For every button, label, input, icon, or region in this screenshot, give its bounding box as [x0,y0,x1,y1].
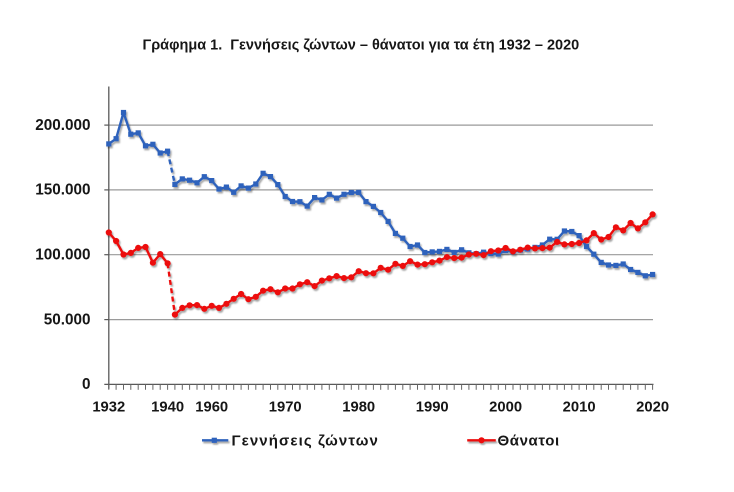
svg-text:1970: 1970 [269,400,302,416]
svg-text:2020: 2020 [636,400,669,416]
svg-text:150.000: 150.000 [35,182,90,199]
svg-text:1940: 1940 [151,400,184,416]
svg-text:0: 0 [82,376,91,393]
svg-text:1990: 1990 [416,400,449,416]
svg-text:1960: 1960 [195,400,228,416]
svg-text:Γράφημα 1. Γεννήσεις ζώντων –: Γράφημα 1. Γεννήσεις ζώντων – θάνατοι γι… [143,38,580,54]
svg-text:1932: 1932 [92,400,125,416]
svg-text:Θάνατοι: Θάνατοι [498,432,560,449]
svg-text:2000: 2000 [489,400,522,416]
svg-text:100.000: 100.000 [35,247,90,264]
svg-text:2010: 2010 [563,400,596,416]
svg-text:200.000: 200.000 [35,117,90,134]
svg-text:50.000: 50.000 [44,311,91,328]
svg-text:Γεννήσεις ζώντων: Γεννήσεις ζώντων [232,432,379,449]
svg-text:1980: 1980 [342,400,375,416]
